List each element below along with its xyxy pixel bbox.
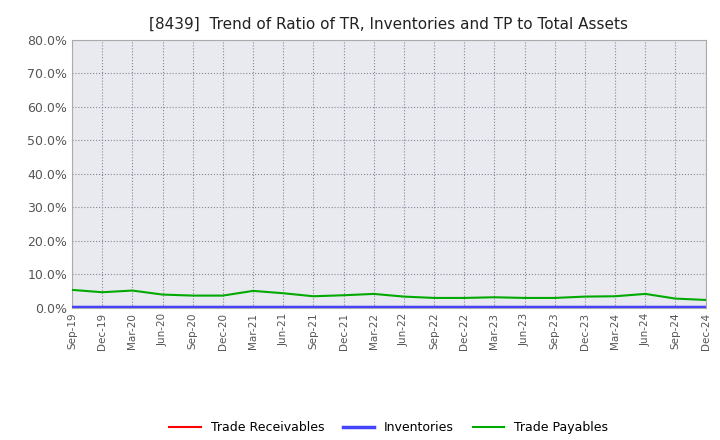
- Inventories: [219, 304, 228, 310]
- Inventories: [490, 304, 499, 310]
- Trade Payables: [641, 291, 649, 297]
- Trade Payables: [128, 288, 137, 293]
- Inventories: [430, 304, 438, 310]
- Inventories: [369, 304, 378, 310]
- Inventories: [68, 304, 76, 310]
- Trade Payables: [611, 293, 619, 299]
- Trade Receivables: [128, 304, 137, 310]
- Inventories: [400, 304, 408, 310]
- Inventories: [128, 304, 137, 310]
- Trade Payables: [430, 295, 438, 301]
- Trade Receivables: [611, 304, 619, 310]
- Trade Receivables: [339, 304, 348, 310]
- Inventories: [248, 304, 257, 310]
- Trade Receivables: [248, 304, 257, 310]
- Inventories: [671, 304, 680, 310]
- Trade Payables: [219, 293, 228, 298]
- Trade Receivables: [189, 304, 197, 310]
- Trade Receivables: [369, 304, 378, 310]
- Legend: Trade Receivables, Inventories, Trade Payables: Trade Receivables, Inventories, Trade Pa…: [164, 416, 613, 439]
- Trade Receivables: [309, 304, 318, 310]
- Trade Receivables: [460, 304, 469, 310]
- Inventories: [701, 304, 710, 310]
- Trade Payables: [460, 295, 469, 301]
- Inventories: [279, 304, 287, 310]
- Trade Receivables: [400, 304, 408, 310]
- Inventories: [611, 304, 619, 310]
- Inventories: [98, 304, 107, 310]
- Trade Payables: [189, 293, 197, 298]
- Trade Payables: [580, 294, 589, 299]
- Trade Receivables: [641, 304, 649, 310]
- Title: [8439]  Trend of Ratio of TR, Inventories and TP to Total Assets: [8439] Trend of Ratio of TR, Inventories…: [149, 16, 629, 32]
- Trade Payables: [309, 293, 318, 299]
- Trade Receivables: [158, 304, 167, 310]
- Trade Payables: [339, 293, 348, 298]
- Trade Receivables: [671, 304, 680, 310]
- Trade Payables: [158, 292, 167, 297]
- Trade Payables: [98, 290, 107, 295]
- Trade Payables: [369, 291, 378, 297]
- Trade Receivables: [219, 304, 228, 310]
- Inventories: [339, 304, 348, 310]
- Inventories: [550, 304, 559, 310]
- Trade Receivables: [68, 304, 76, 310]
- Inventories: [189, 304, 197, 310]
- Trade Receivables: [430, 304, 438, 310]
- Trade Payables: [550, 295, 559, 301]
- Trade Receivables: [580, 304, 589, 310]
- Inventories: [521, 304, 529, 310]
- Trade Payables: [671, 296, 680, 301]
- Trade Receivables: [98, 304, 107, 310]
- Inventories: [460, 304, 469, 310]
- Trade Payables: [490, 295, 499, 300]
- Inventories: [641, 304, 649, 310]
- Inventories: [309, 304, 318, 310]
- Trade Payables: [248, 288, 257, 293]
- Inventories: [158, 304, 167, 310]
- Line: Trade Payables: Trade Payables: [72, 290, 706, 300]
- Inventories: [580, 304, 589, 310]
- Trade Payables: [400, 294, 408, 299]
- Trade Receivables: [550, 304, 559, 310]
- Trade Receivables: [279, 304, 287, 310]
- Trade Receivables: [521, 304, 529, 310]
- Trade Payables: [68, 287, 76, 293]
- Trade Receivables: [490, 304, 499, 310]
- Trade Receivables: [701, 304, 710, 310]
- Trade Payables: [279, 290, 287, 296]
- Trade Payables: [521, 295, 529, 301]
- Trade Payables: [701, 297, 710, 303]
